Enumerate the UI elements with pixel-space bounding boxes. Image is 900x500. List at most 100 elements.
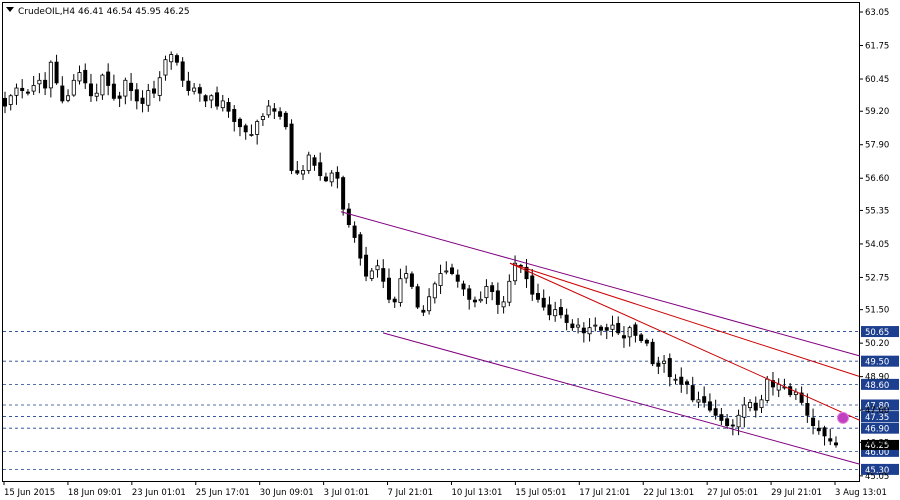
y-tick-label: 48.90: [865, 373, 889, 383]
candle-body: [129, 82, 134, 92]
candle-body: [369, 270, 374, 279]
x-tick-label: 10 Jul 13:01: [451, 488, 502, 498]
candle-body: [306, 154, 311, 171]
candle-body: [719, 414, 724, 421]
x-axis: 15 Jun 2015 18 Jun 09:01 23 Jun 01:01 25 Ju…: [3, 481, 887, 498]
candle-body: [157, 77, 162, 96]
level-label: 49.50: [865, 358, 889, 368]
candle-body: [295, 170, 300, 174]
level-label-box: [861, 355, 899, 367]
candle-body: [398, 278, 403, 303]
candle-body: [71, 79, 76, 96]
candle-body: [77, 72, 82, 82]
candle-body: [421, 309, 426, 313]
level-label: 45.30: [865, 466, 889, 476]
plot-frame: [2, 2, 860, 482]
candle-body: [753, 402, 758, 411]
candle-body: [341, 177, 346, 210]
candle-body: [323, 176, 328, 182]
channel-lower-line[interactable]: [382, 332, 861, 465]
candle-body: [507, 280, 512, 303]
candle-body: [375, 265, 380, 271]
candle-body: [490, 285, 495, 293]
chart-header[interactable]: CrudeOIL,H4 46.41 46.54 45.95 46.25: [6, 7, 190, 17]
y-tick-label: 52.75: [865, 273, 889, 283]
candle-body: [633, 324, 638, 336]
candle-body: [31, 85, 36, 92]
candle-body: [599, 326, 604, 331]
candle-body: [587, 327, 592, 335]
candle-body: [639, 334, 644, 341]
candle-body: [249, 134, 254, 136]
fan-line-line[interactable]: [509, 262, 861, 421]
candle-body: [289, 123, 294, 171]
candle-body: [610, 324, 615, 330]
level-label: 46.90: [865, 425, 889, 435]
candle-body: [100, 74, 105, 96]
x-tick-label: 23 Jun 01:01: [132, 488, 186, 498]
candle-body: [467, 288, 472, 300]
candle-body: [593, 324, 598, 327]
candle-body: [799, 392, 804, 403]
candle-body: [621, 335, 626, 339]
candle-body: [450, 267, 455, 274]
level-label-box: [861, 445, 899, 457]
candle-body: [318, 162, 323, 177]
candle-body: [564, 314, 569, 323]
candle-body: [765, 378, 770, 401]
candle-body: [415, 286, 420, 308]
x-tick-label: 7 Jul 21:01: [388, 488, 434, 498]
candle-body: [616, 323, 621, 334]
level-label-box: [861, 399, 899, 411]
fan-line-line[interactable]: [509, 262, 861, 378]
candle-body: [776, 383, 781, 391]
candle-body: [106, 71, 111, 86]
candle-body: [770, 380, 775, 388]
candle-body: [679, 376, 684, 385]
candle-body: [266, 105, 271, 116]
candle-body: [260, 115, 265, 120]
candle-body: [742, 404, 747, 418]
candle-body: [312, 157, 317, 166]
candle-body: [243, 125, 248, 133]
channel-upper-line[interactable]: [340, 211, 861, 357]
candles: [3, 51, 839, 448]
candle-body: [513, 262, 518, 282]
candle-body: [197, 87, 202, 94]
level-label-box: [861, 378, 899, 390]
dropdown-triangle-icon[interactable]: [6, 7, 14, 12]
y-tick-label: 45.05: [865, 472, 889, 482]
candle-body: [140, 97, 145, 104]
candle-body: [37, 79, 42, 85]
candle-body: [174, 55, 179, 63]
y-tick-label: 63.05: [865, 8, 889, 18]
candle-body: [570, 323, 575, 329]
y-tick-label: 60.45: [865, 75, 889, 85]
candle-body: [3, 97, 8, 107]
candle-body: [48, 61, 53, 89]
candle-body: [656, 362, 661, 367]
candle-body: [673, 378, 678, 381]
candle-body: [553, 309, 558, 317]
candle-body: [386, 277, 391, 300]
candle-body: [54, 61, 59, 84]
candle-body: [730, 424, 735, 427]
candle-body: [696, 399, 701, 403]
x-tick-label: 22 Jul 13:01: [643, 488, 694, 498]
x-tick-label: 17 Jul 21:01: [579, 488, 630, 498]
current-price-label: 46.25: [865, 441, 889, 451]
candle-body: [123, 79, 128, 97]
candle-body: [816, 427, 821, 432]
candle-body: [192, 87, 197, 92]
candle-body: [576, 324, 581, 328]
candle-body: [547, 304, 552, 316]
candle-body: [111, 83, 116, 99]
candle-body: [713, 408, 718, 416]
candle-body: [232, 109, 237, 122]
candle-body: [163, 59, 168, 76]
candle-body: [702, 396, 707, 403]
price-alert-marker[interactable]: [837, 411, 849, 424]
candle-body: [834, 442, 839, 446]
x-tick-label: 15 Jul 05:01: [515, 488, 566, 498]
candle-body: [226, 102, 231, 112]
